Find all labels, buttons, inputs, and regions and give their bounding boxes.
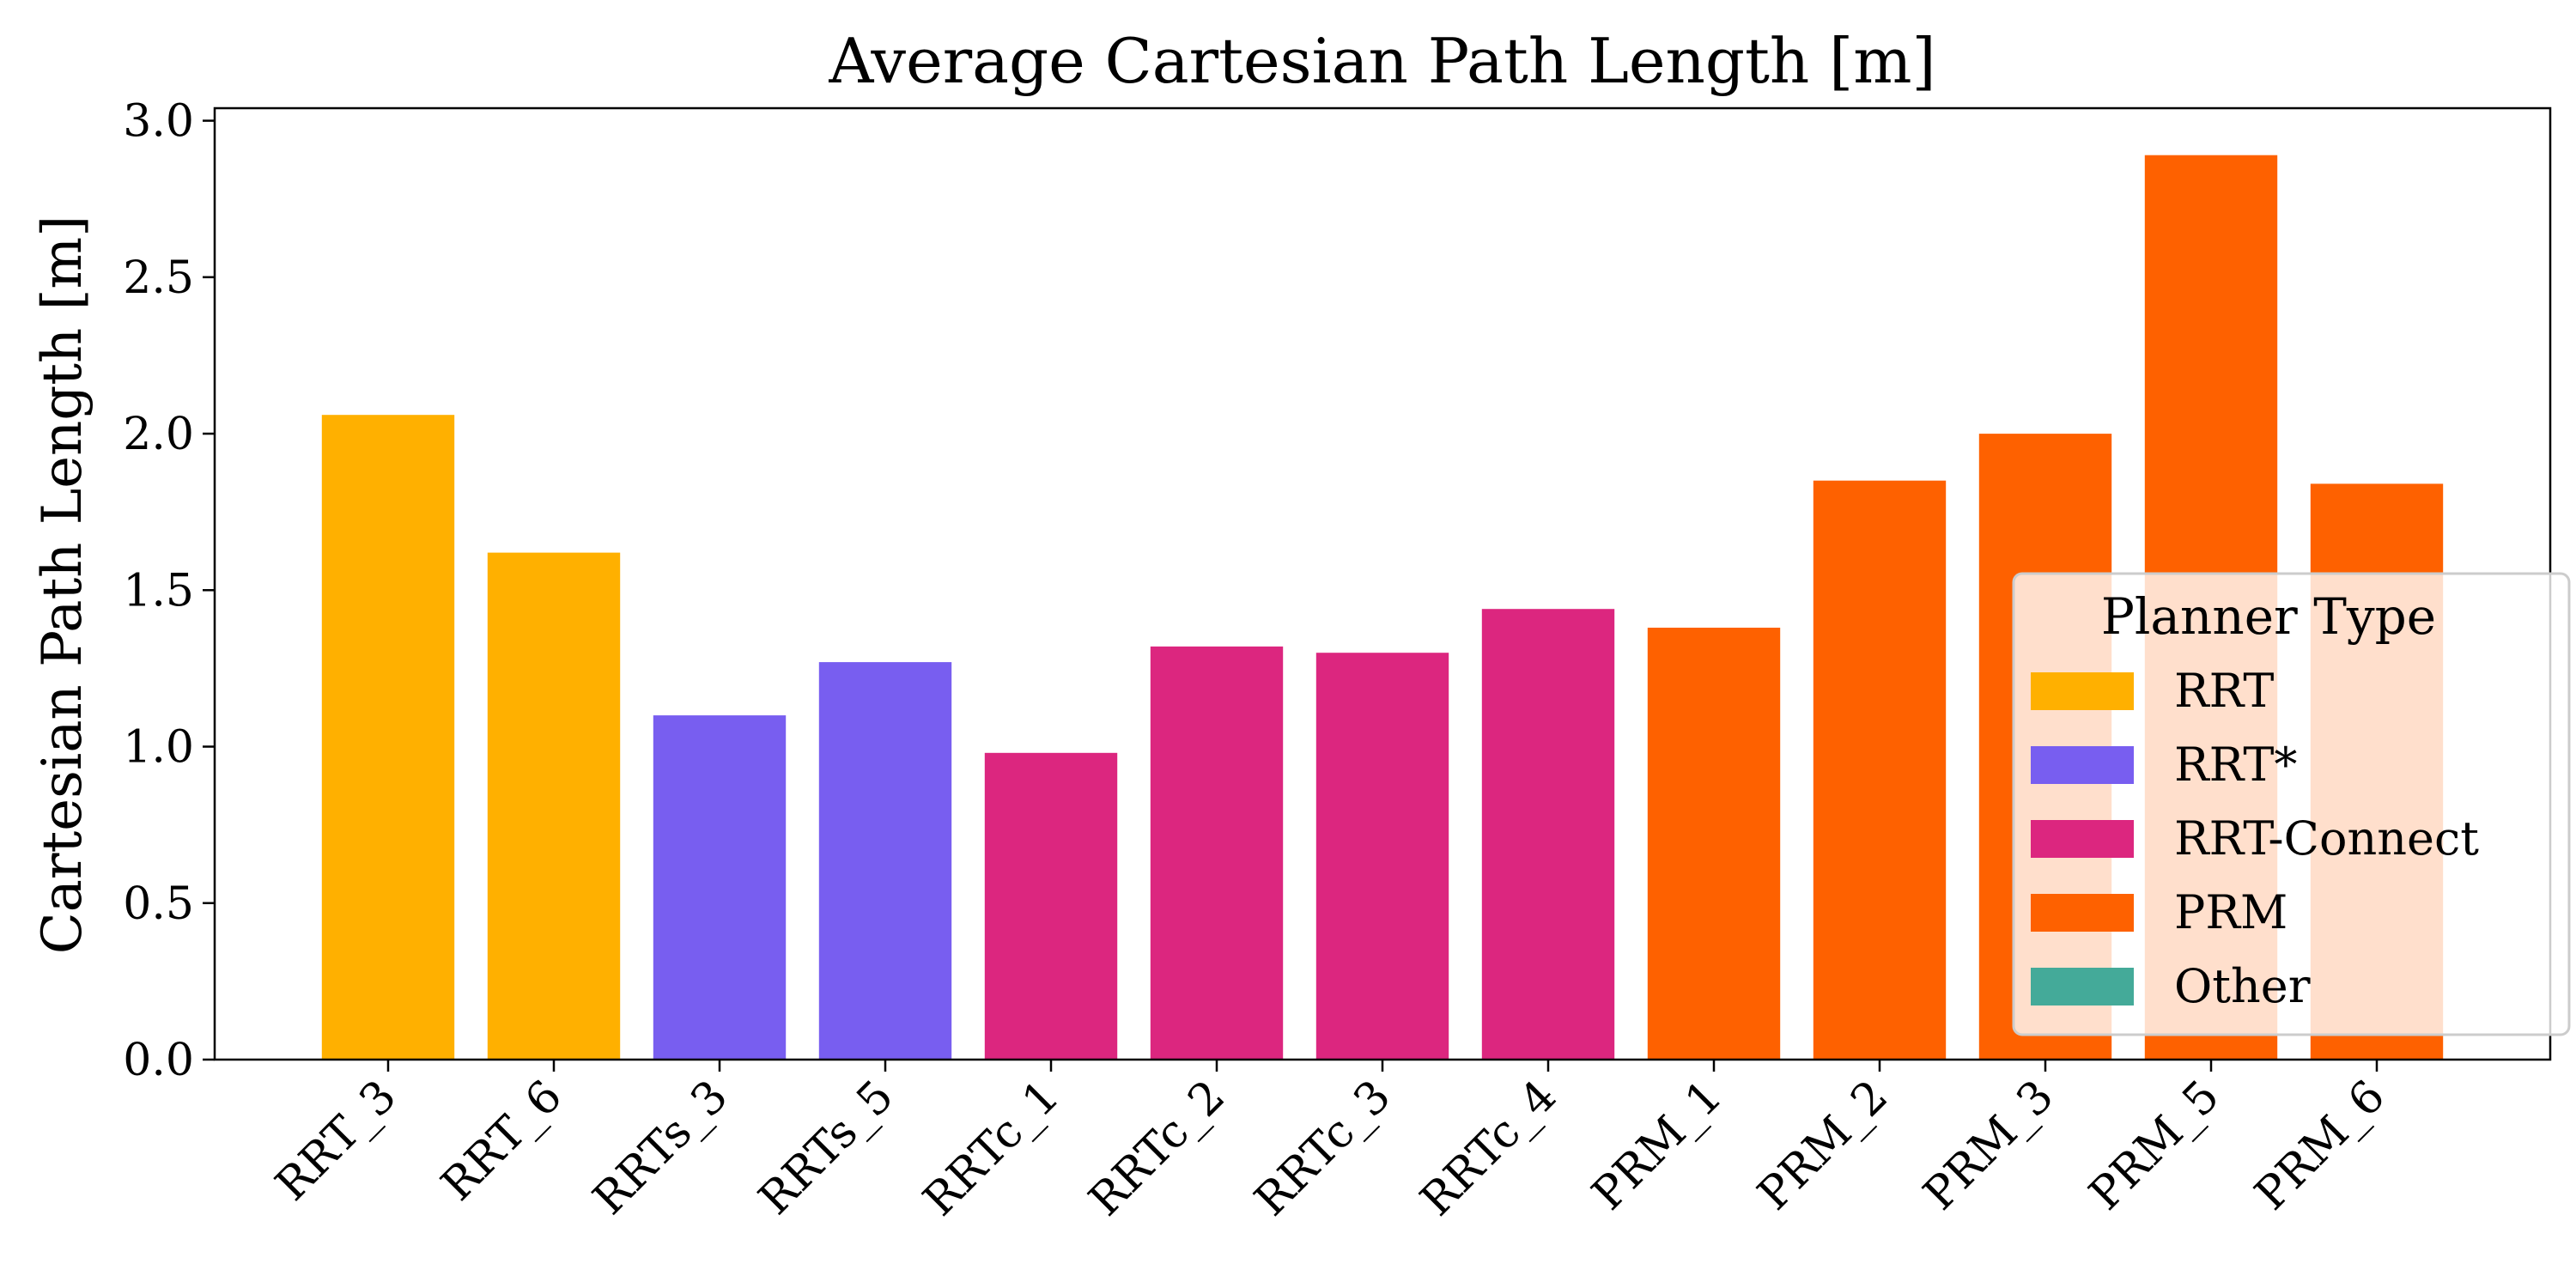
x-tick-label: PRM_5 [2080,1071,2229,1220]
x-tick-label: PRM_2 [1748,1071,1898,1220]
legend-label: PRM [2174,885,2287,939]
bar-RRT_6 [487,552,621,1060]
legend-swatch [2031,894,2134,932]
x-tick-label: PRM_6 [2245,1071,2395,1220]
x-tick-label: RRTs_5 [750,1071,904,1225]
legend-label: Other [2174,959,2311,1013]
x-tick-label: PRM_3 [1914,1071,2063,1220]
legend-swatch [2031,746,2134,784]
legend-swatch [2031,820,2134,858]
y-axis: 0.0 0.5 1.0 1.5 2.0 2.5 3.0 [123,96,215,1086]
x-tick-label: RRTc_1 [914,1071,1069,1226]
y-tick-label: 1.0 [123,722,194,774]
y-axis-label: Cartesian Path Length [m] [31,216,94,954]
bar-RRTc_2 [1150,646,1284,1060]
y-tick-label: 0.5 [123,878,194,930]
y-tick-label: 1.5 [123,565,194,617]
legend-swatch [2031,968,2134,1005]
bar-RRTc_1 [984,752,1118,1060]
bar-PRM_2 [1813,480,1947,1060]
x-tick-label: RRTc_3 [1245,1071,1400,1226]
legend-swatch [2031,672,2134,710]
bar-RRTs_5 [818,662,952,1060]
chart-title: Average Cartesian Path Length [m] [828,25,1935,97]
bar-PRM_1 [1647,628,1781,1060]
y-tick-label: 2.5 [123,252,194,304]
bar-RRTc_3 [1315,653,1449,1060]
bar-RRTs_3 [653,715,787,1060]
bar-RRTc_4 [1481,609,1615,1060]
x-tick-label: RRTc_2 [1079,1071,1235,1226]
legend-title: Planner Type [2101,587,2436,646]
legend-label: RRT-Connect [2174,811,2479,866]
y-tick-label: 2.0 [123,409,194,460]
x-axis: RRT_3 RRT_6 RRTs_3 RRTs_5 RRTc_1 RRTc_2 RRTc_3… [266,1060,2395,1226]
legend-box [2012,572,2571,1036]
legend-items: RRT RRT* RRT-Connect PRM Other [2031,664,2479,1013]
x-tick-label: RRT_6 [432,1071,572,1211]
x-tick-label: PRM_1 [1583,1071,1732,1220]
bar-RRT_3 [321,415,455,1060]
y-tick-label: 3.0 [123,96,194,148]
x-tick-label: RRTs_3 [584,1071,738,1225]
y-tick-label: 0.0 [123,1035,194,1086]
x-tick-label: RRTc_4 [1411,1071,1566,1226]
x-tick-label: RRT_3 [266,1071,406,1211]
legend-label: RRT* [2174,738,2297,792]
legend-label: RRT [2174,664,2274,718]
legend: Planner Type RRT RRT* RRT-Connect PRM Other [2012,572,2571,1036]
